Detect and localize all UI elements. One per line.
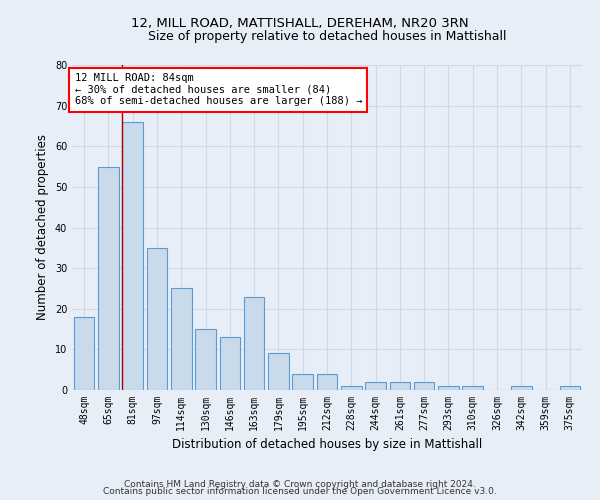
Bar (195, 329, 216, 390)
X-axis label: Distribution of detached houses by size in Mattishall: Distribution of detached houses by size … (172, 438, 482, 452)
Bar (268, 354, 289, 390)
Bar (220, 337, 240, 390)
Bar (146, 248, 167, 390)
Bar (341, 386, 362, 390)
Bar (389, 382, 410, 390)
Bar (317, 374, 337, 390)
Bar (463, 386, 483, 390)
Bar (560, 386, 580, 390)
Text: Contains public sector information licensed under the Open Government Licence v3: Contains public sector information licen… (103, 487, 497, 496)
Bar (438, 386, 459, 390)
Text: 12 MILL ROAD: 84sqm
← 30% of detached houses are smaller (84)
68% of semi-detach: 12 MILL ROAD: 84sqm ← 30% of detached ho… (74, 73, 362, 106)
Bar (244, 296, 265, 390)
Y-axis label: Number of detached properties: Number of detached properties (36, 134, 49, 320)
Text: 12, MILL ROAD, MATTISHALL, DEREHAM, NR20 3RN: 12, MILL ROAD, MATTISHALL, DEREHAM, NR20… (131, 18, 469, 30)
Bar (122, 122, 143, 390)
Title: Size of property relative to detached houses in Mattishall: Size of property relative to detached ho… (148, 30, 506, 43)
Bar (171, 288, 191, 390)
Bar (365, 382, 386, 390)
Bar (74, 317, 94, 390)
Text: Contains HM Land Registry data © Crown copyright and database right 2024.: Contains HM Land Registry data © Crown c… (124, 480, 476, 489)
Bar (98, 166, 119, 390)
Bar (511, 386, 532, 390)
Bar (414, 382, 434, 390)
Bar (292, 374, 313, 390)
